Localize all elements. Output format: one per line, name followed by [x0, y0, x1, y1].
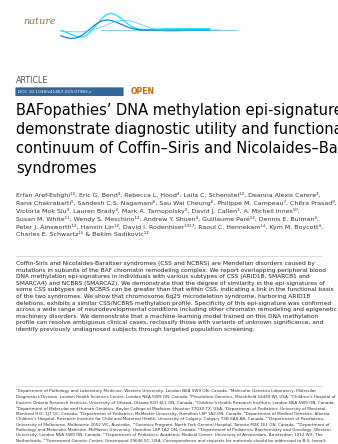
Text: Erfan Aref-Eshghi¹², Eric G. Bend³, Rebecca L. Hood⁴, Laila C. Schenstel¹², Dean: Erfan Aref-Eshghi¹², Eric G. Bend³, Rebe…: [16, 192, 337, 237]
Text: COMMUNICATIONS: COMMUNICATIONS: [24, 39, 97, 45]
Text: nature: nature: [24, 17, 56, 26]
Text: ARTICLE: ARTICLE: [16, 76, 48, 85]
Text: OPEN: OPEN: [131, 87, 155, 96]
Text: Coffin-Siris and Nicolaides-Baraitser syndromes (CSS and NCBRS) are Mendelian di: Coffin-Siris and Nicolaides-Baraitser sy…: [16, 261, 337, 332]
Text: ¹Department of Pathology and Laboratory Medicine, Western University, London N6A: ¹Department of Pathology and Laboratory …: [16, 389, 336, 444]
FancyBboxPatch shape: [16, 87, 124, 96]
Text: BAFopathies’ DNA methylation epi-signatures
demonstrate diagnostic utility and f: BAFopathies’ DNA methylation epi-signatu…: [16, 103, 338, 175]
Text: DOI: 10.1038/s41467-019-07983-z: DOI: 10.1038/s41467-019-07983-z: [19, 90, 92, 94]
